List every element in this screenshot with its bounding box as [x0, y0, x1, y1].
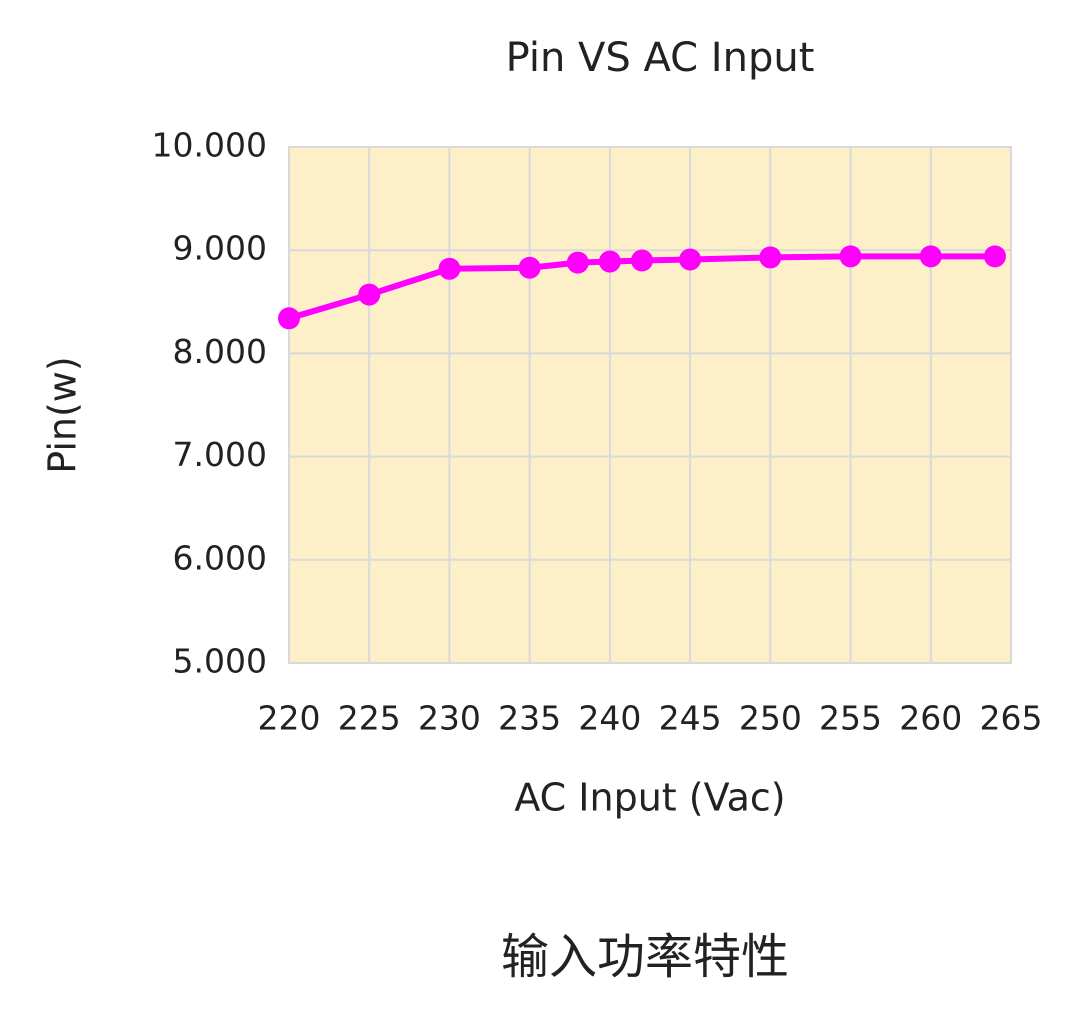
- y-tick-label: 10.000: [152, 126, 267, 165]
- y-tick-label: 5.000: [173, 642, 267, 681]
- data-point: [566, 251, 589, 274]
- x-tick-label: 245: [659, 699, 722, 738]
- data-point: [679, 248, 702, 271]
- x-tick-label: 220: [258, 699, 321, 738]
- data-point: [598, 250, 621, 273]
- y-axis-label: Pin(w): [41, 356, 85, 473]
- data-point: [278, 307, 300, 330]
- data-point: [839, 245, 862, 268]
- data-point: [630, 249, 653, 272]
- x-tick-label: 235: [498, 699, 561, 738]
- plot-area: [288, 146, 1012, 664]
- x-tick-label: 240: [578, 699, 641, 738]
- x-tick-label: 250: [739, 699, 802, 738]
- caption: 输入功率特性: [501, 929, 789, 985]
- x-tick-label: 265: [980, 699, 1043, 738]
- x-tick-label: 225: [338, 699, 401, 738]
- y-tick-label: 9.000: [173, 229, 267, 268]
- x-tick-label: 255: [819, 699, 882, 738]
- data-point: [358, 283, 381, 306]
- data-point: [759, 246, 782, 269]
- x-axis-label: AC Input (Vac): [514, 776, 785, 820]
- data-point: [983, 245, 1006, 268]
- chart-title: Pin VS AC Input: [506, 35, 815, 81]
- x-tick-label: 260: [899, 699, 962, 738]
- series-line: [288, 253, 995, 322]
- y-tick-label: 6.000: [173, 538, 267, 577]
- data-point: [438, 257, 461, 280]
- y-tick-label: 7.000: [173, 435, 267, 474]
- data-point: [518, 256, 541, 279]
- y-tick-label: 8.000: [173, 332, 267, 371]
- x-tick-label: 230: [418, 699, 481, 738]
- data-point: [919, 245, 942, 268]
